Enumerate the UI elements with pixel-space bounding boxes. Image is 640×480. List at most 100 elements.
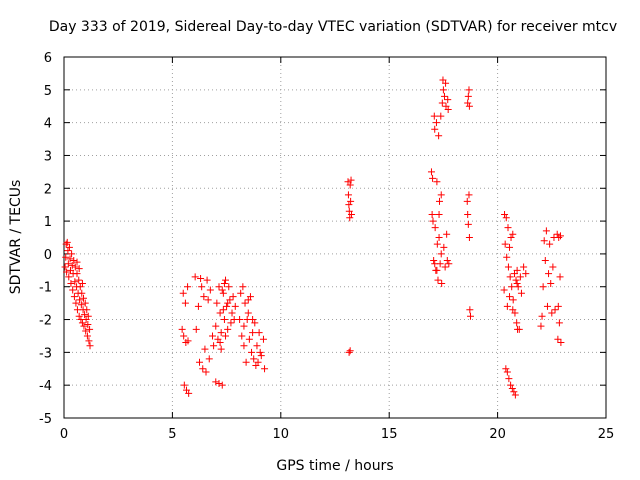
data-point bbox=[507, 381, 515, 389]
data-point bbox=[73, 270, 81, 278]
data-point bbox=[429, 174, 437, 182]
data-point bbox=[554, 335, 562, 343]
data-point bbox=[465, 234, 473, 241]
data-point bbox=[432, 119, 440, 127]
data-point bbox=[522, 270, 530, 278]
x-tick-label: 15 bbox=[381, 427, 398, 442]
data-point bbox=[467, 312, 474, 320]
data-point bbox=[218, 286, 226, 294]
data-point bbox=[539, 283, 547, 291]
data-point bbox=[443, 230, 451, 238]
x-tick-label: 25 bbox=[598, 427, 615, 442]
data-point bbox=[185, 389, 193, 397]
data-point bbox=[239, 283, 247, 291]
data-point bbox=[513, 319, 521, 327]
data-point bbox=[66, 255, 74, 263]
data-point bbox=[212, 378, 220, 386]
data-point bbox=[435, 211, 443, 219]
data-point bbox=[62, 240, 70, 248]
data-point bbox=[259, 335, 267, 343]
data-point bbox=[506, 293, 514, 301]
data-point bbox=[244, 309, 252, 317]
data-point bbox=[80, 294, 88, 302]
data-point bbox=[218, 381, 226, 389]
data-point bbox=[200, 293, 208, 301]
data-point bbox=[78, 319, 86, 327]
data-point bbox=[440, 243, 448, 251]
data-point bbox=[210, 342, 218, 350]
data-point bbox=[225, 283, 233, 291]
data-point bbox=[442, 79, 450, 87]
data-point bbox=[429, 217, 437, 225]
data-point bbox=[215, 283, 223, 291]
data-point bbox=[70, 256, 78, 264]
data-point bbox=[78, 279, 86, 287]
data-point bbox=[504, 224, 512, 232]
data-point bbox=[83, 306, 91, 314]
data-point bbox=[248, 348, 256, 356]
data-point bbox=[261, 365, 269, 373]
data-point bbox=[542, 227, 550, 235]
data-point bbox=[513, 279, 521, 287]
data-point bbox=[444, 96, 452, 104]
data-point bbox=[545, 270, 553, 278]
data-point bbox=[197, 275, 205, 283]
data-point bbox=[428, 211, 436, 219]
data-point bbox=[213, 299, 221, 307]
x-tick-label: 0 bbox=[60, 427, 68, 442]
data-point bbox=[84, 320, 92, 328]
axis-ticks: 0 5 10 15 20 25 -5 -4 -3 -2 -1 0 1 2 3 4 5 6 bbox=[39, 51, 614, 442]
data-point bbox=[556, 232, 564, 240]
grid bbox=[64, 57, 606, 418]
data-point bbox=[509, 296, 517, 304]
y-tick-label: 6 bbox=[44, 51, 52, 66]
data-point bbox=[433, 240, 441, 248]
data-point bbox=[219, 289, 227, 297]
data-point bbox=[465, 191, 473, 199]
data-point bbox=[227, 319, 235, 327]
data-point bbox=[61, 263, 69, 271]
data-point bbox=[512, 276, 520, 284]
data-point bbox=[68, 261, 76, 269]
data-point bbox=[347, 197, 355, 205]
data-point bbox=[437, 191, 445, 199]
data-point bbox=[433, 178, 441, 186]
data-point bbox=[513, 266, 521, 274]
data-point bbox=[435, 234, 443, 241]
y-tick-label: -4 bbox=[39, 379, 52, 394]
data-point bbox=[464, 211, 472, 219]
data-point bbox=[510, 388, 518, 396]
data-point bbox=[257, 352, 265, 360]
data-point bbox=[503, 302, 511, 310]
x-axis-label: GPS time / hours bbox=[276, 458, 393, 474]
data-point bbox=[515, 325, 523, 333]
data-point bbox=[83, 332, 91, 340]
data-point bbox=[217, 345, 225, 353]
data-point bbox=[80, 322, 88, 330]
data-point bbox=[231, 302, 239, 310]
data-point bbox=[73, 258, 81, 266]
data-point bbox=[203, 276, 211, 284]
data-point bbox=[433, 266, 441, 274]
data-point bbox=[506, 243, 514, 251]
data-point bbox=[541, 256, 549, 264]
data-point bbox=[86, 342, 94, 350]
data-point bbox=[194, 302, 202, 310]
data-point bbox=[67, 279, 75, 287]
data-point bbox=[216, 309, 224, 317]
data-point bbox=[75, 312, 83, 320]
data-point bbox=[465, 102, 473, 110]
data-point bbox=[224, 299, 232, 307]
data-point bbox=[516, 273, 524, 281]
data-point bbox=[217, 329, 225, 337]
data-point bbox=[180, 381, 188, 389]
data-point bbox=[255, 329, 263, 337]
data-point bbox=[204, 296, 212, 304]
data-point bbox=[346, 214, 354, 222]
data-point bbox=[466, 306, 474, 314]
data-point bbox=[503, 368, 511, 376]
data-point bbox=[514, 283, 522, 291]
data-point bbox=[63, 268, 71, 276]
data-point bbox=[192, 325, 200, 333]
data-point bbox=[465, 86, 473, 94]
